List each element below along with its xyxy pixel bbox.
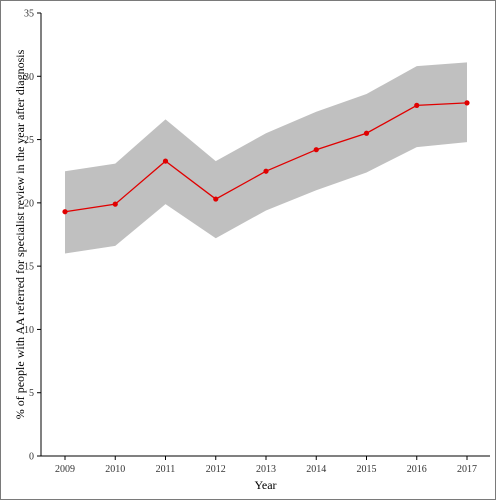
x-tick-label: 2017 <box>457 464 477 475</box>
y-axis-title: % of people with AA referred for special… <box>13 49 27 419</box>
x-tick-label: 2013 <box>256 464 276 475</box>
x-ticks: 2009 2010 2011 2012 2013 2014 2015 2016 2017 <box>55 456 477 475</box>
y-tick-label: 15 <box>24 262 34 273</box>
series-points <box>62 100 470 215</box>
y-tick-label: 0 <box>29 452 34 463</box>
y-ticks: 0 5 10 15 20 25 30 35 <box>24 9 41 463</box>
x-tick-label: 2014 <box>306 464 326 475</box>
y-tick-label: 20 <box>24 198 34 209</box>
x-axis-title: Year <box>254 478 276 492</box>
x-tick-label: 2011 <box>156 464 176 475</box>
data-point <box>213 196 219 202</box>
y-tick-label: 5 <box>29 388 34 399</box>
x-tick-label: 2012 <box>206 464 226 475</box>
data-point <box>414 102 420 108</box>
data-point <box>263 168 269 174</box>
y-tick-label: 10 <box>24 325 34 336</box>
data-point <box>112 201 118 207</box>
x-tick-label: 2009 <box>55 464 75 475</box>
x-tick-label: 2010 <box>105 464 125 475</box>
x-tick-label: 2015 <box>357 464 377 475</box>
data-point <box>162 158 169 164</box>
data-point <box>363 130 370 136</box>
x-tick-label: 2016 <box>407 464 427 475</box>
confidence-band-layer <box>65 62 467 254</box>
data-point <box>464 100 470 106</box>
y-tick-label: 35 <box>24 9 34 20</box>
y-tick-label: 30 <box>24 72 34 83</box>
data-point <box>313 147 319 153</box>
data-point <box>62 209 68 215</box>
y-tick-label: 25 <box>24 135 34 146</box>
confidence-band <box>65 62 467 254</box>
